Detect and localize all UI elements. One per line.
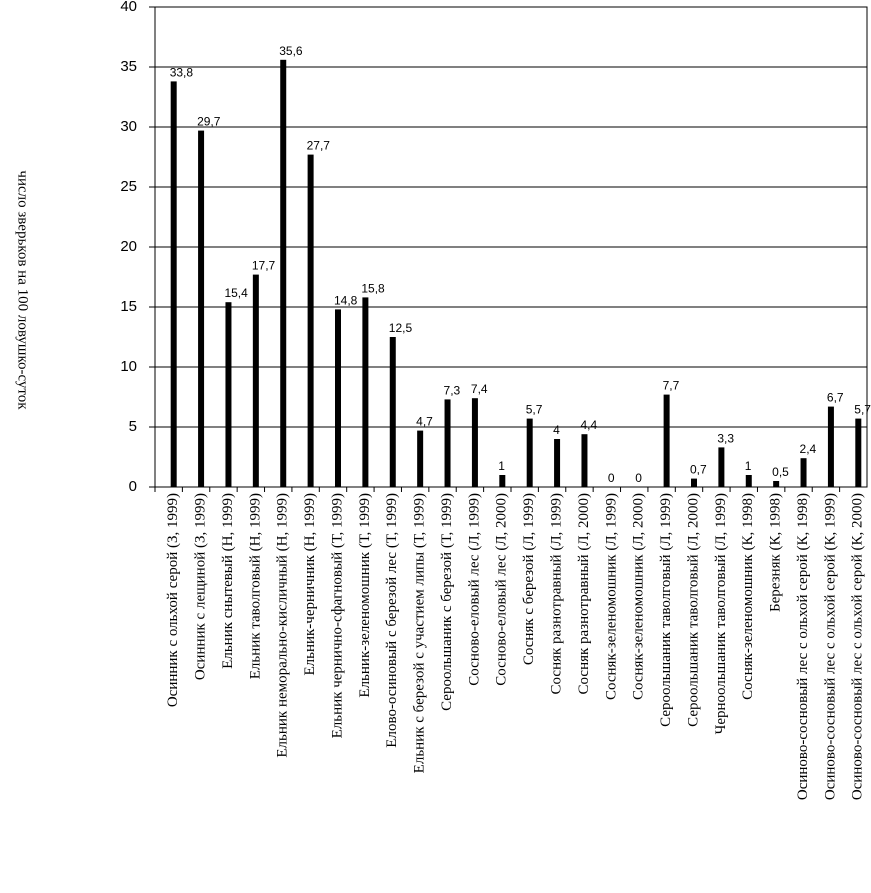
value-label: 7,7 [663,379,680,393]
x-tick-label: Сосняк-зеленомошник (Л, 1999) [603,493,619,700]
y-tick-label: 30 [120,118,137,135]
x-tick-label: Елово-осиновый с березой лес (Т, 1999) [384,493,400,748]
value-label: 1 [745,459,752,473]
y-tick-label: 25 [120,178,137,195]
x-tick-label: Осиново-сосновый лес с ольхой серой (К, … [850,493,866,800]
y-tick-label: 10 [120,358,137,375]
value-label: 7,3 [444,383,461,397]
bar [663,394,670,487]
bar [335,309,341,487]
bar [827,406,834,487]
value-label: 4,7 [416,415,433,429]
value-label: 5,7 [854,403,871,417]
bar [471,398,478,487]
x-tick-label: Ельник таволговый (Н, 1999) [247,493,263,679]
bar [800,458,807,487]
bar [499,475,506,487]
y-tick-label: 40 [120,0,137,15]
value-label: 4,4 [580,418,597,432]
value-label: 0 [635,471,642,485]
value-label: 35,6 [279,44,303,58]
x-tick-label: Сосняк разнотравный (Л, 2000) [576,493,592,694]
x-tick-label: Сосняк с березой (Л, 1999) [521,493,537,665]
x-tick-label: Ельник с березой с участием липы (Т, 199… [412,493,428,773]
bar [362,297,369,487]
value-label: 5,7 [526,403,543,417]
value-label: 2,4 [800,442,817,456]
bar [745,475,752,487]
x-tick-label: Осинник с ольхой серой (З, 1999) [165,493,181,707]
bar [417,430,424,487]
bar [691,478,697,487]
y-tick-label: 0 [129,478,137,495]
y-tick-label: 15 [120,298,137,315]
bar [581,434,588,487]
x-tick-label: Ельник-зеленомошник (Т, 1999) [357,493,373,698]
bar [170,81,177,488]
y-tick-label: 20 [120,238,137,255]
y-axis-label: число зверьков на 100 ловушко-суток [15,170,31,410]
value-label: 17,7 [252,259,276,273]
value-label: 0,5 [772,465,789,479]
bar [225,302,232,487]
x-tick-label: Осинник с лещиной (З, 1999) [193,493,209,680]
x-tick-label: Осиново-сосновый лес с ольхой серой (К, … [795,493,811,800]
bar [252,274,259,487]
value-label: 14,8 [334,293,358,307]
value-label: 0 [608,471,615,485]
value-label: 7,4 [471,382,488,396]
x-tick-label: Сосново-еловый лес (Л, 2000) [494,493,510,686]
bar [773,481,780,487]
bar [307,154,314,487]
value-label: 15,8 [361,281,385,295]
x-tick-label: Ельник снытевый (Н, 1999) [220,493,236,669]
value-label: 27,7 [307,139,331,153]
value-label: 3,3 [717,431,734,445]
value-label: 15,4 [224,286,248,300]
value-label: 29,7 [197,115,221,129]
x-tick-label: Сероольшаник таволговый (Л, 2000) [685,493,701,727]
y-tick-label: 35 [120,58,137,75]
x-tick-label: Ельник неморально-кисличный (Н, 1999) [275,493,291,758]
y-tick-label: 5 [129,418,137,435]
x-tick-label: Сосново-еловый лес (Л, 1999) [466,493,482,686]
x-tick-label: Сероольшаник с березой (Т, 1999) [439,493,455,711]
bar [718,447,725,487]
value-label: 0,7 [690,463,707,477]
bar [444,399,451,487]
value-label: 1 [498,459,505,473]
x-tick-label: Черноольшаник таволговый (Л, 1999) [713,493,729,734]
x-tick-label: Сероольшаник таволговый (Л, 1999) [658,493,674,727]
value-label: 12,5 [389,321,413,335]
x-tick-label: Сосняк-зеленомошник (К, 1998) [740,493,756,700]
bar [855,418,862,487]
bar [526,418,533,487]
x-tick-label: Ельник чернично-сфагновый (Т, 1999) [329,493,345,738]
x-tick-label: Сосняк разнотравный (Л, 1999) [549,493,565,694]
bar [280,59,287,488]
bar [554,439,561,487]
value-label: 6,7 [827,391,844,405]
value-label: 33,8 [170,65,194,79]
value-label: 4 [553,423,560,437]
bar [389,337,396,487]
bar [198,130,205,487]
x-tick-label: Осиново-сосновый лес с ольхой серой (К, … [822,493,838,800]
x-tick-label: Сосняк-зеленомошник (Л, 2000) [631,493,647,700]
x-tick-label: Березняк (К, 1998) [768,493,784,612]
x-tick-label: Ельник-черничник (Н, 1999) [302,493,318,676]
